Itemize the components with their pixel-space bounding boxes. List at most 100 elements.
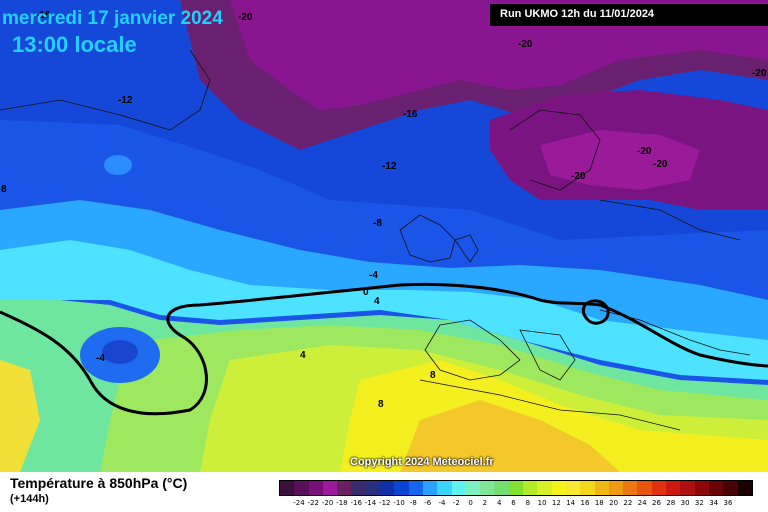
legend-tick-label: -8 (409, 499, 417, 507)
legend-tick-label: 2 (482, 499, 488, 507)
temp-zone-greenland-spot (104, 155, 132, 175)
isotherm-label-m20: -20 (752, 68, 767, 79)
isotherm-label-m16: -16 (403, 109, 418, 120)
legend-tick-label: -2 (452, 499, 460, 507)
legend-tick-label: -16 (350, 499, 362, 507)
isotherm-label-p4: 4 (300, 350, 306, 361)
coastlines (0, 49, 751, 431)
legend-tick-label: 12 (551, 499, 561, 507)
run-info-label: Run UKMO 12h du 11/01/2024 (500, 8, 655, 20)
legend-swatch (737, 481, 752, 495)
zero-isotherm-line (0, 282, 768, 416)
legend-swatch (637, 481, 652, 495)
legend-swatch (294, 481, 309, 495)
legend-tick-label: 22 (623, 499, 633, 507)
legend-swatch (337, 481, 352, 495)
legend-tick-label: 10 (537, 499, 547, 507)
legend-swatch (365, 481, 381, 495)
legend-swatch (565, 481, 581, 495)
legend-tick-label: 16 (580, 499, 590, 507)
legend-tick-label: 36 (723, 499, 733, 507)
legend-swatch (651, 481, 667, 495)
forecast-date: mercredi 17 janvier 2024 (2, 8, 223, 29)
legend-tick-label: 24 (637, 499, 647, 507)
legend-tick-label: 32 (694, 499, 704, 507)
forecast-time: 13:00 locale (12, 32, 137, 57)
legend-swatch (551, 481, 566, 495)
legend-swatch (480, 481, 495, 495)
legend-tick-label: 20 (609, 499, 619, 507)
legend-swatch (322, 481, 338, 495)
isotherm-label-m4: -4 (369, 270, 378, 281)
temp-zone-scandinavia-deep (540, 130, 700, 190)
temp-zone-cyan-light (0, 240, 768, 380)
legend-tick-label: -10 (393, 499, 405, 507)
legend-tick-label: -24 (293, 499, 305, 507)
legend-swatch (408, 481, 423, 495)
isotherm-labels: -20 -20 -20 -20 -20 -20 -16 -16 -12 -12 … (1, 10, 767, 410)
legend-tick-label: 0 (468, 499, 473, 507)
legend-swatch (580, 481, 595, 495)
legend-tick-label: 30 (680, 499, 690, 507)
legend-tick-label: -14 (364, 499, 377, 507)
legend-swatch (508, 481, 524, 495)
legend-tick-label: -12 (379, 499, 391, 507)
color-legend (279, 480, 753, 496)
legend-swatch (623, 481, 638, 495)
temp-zone-arctic-deep (230, 0, 768, 110)
legend-swatch (523, 481, 538, 495)
legend-tick-label: 14 (566, 499, 576, 507)
color-legend-ticks: -24 -22 -20 -18 -16 -14 -12 -10 -8 -6 -4 -2 0 2 4 6 8 10 1… (279, 499, 751, 509)
isotherm-label-p8: 8 (430, 370, 436, 381)
legend-swatch (537, 481, 552, 495)
legend-tick-label: -20 (321, 499, 334, 507)
isotherm-label-m12: -12 (118, 95, 133, 106)
legend-swatch (451, 481, 466, 495)
alps-isotherm-loop (581, 299, 610, 325)
isotherm-label-m8-edge: 8 (1, 184, 7, 195)
isotherm-label-zero: 0 (363, 287, 369, 298)
isotherm-label-m16: -16 (36, 10, 51, 21)
run-info-box: Run UKMO 12h du 11/01/2024 (490, 4, 768, 26)
isotherm-label-p8: 8 (378, 399, 384, 410)
legend-tick-label: 34 (709, 499, 719, 507)
temperature-map: -20 -20 -20 -20 -20 -20 -16 -16 -12 -12 … (0, 0, 768, 472)
legend-tick-label: 4 (496, 499, 502, 507)
isotherm-label-m4: -4 (96, 353, 105, 364)
legend-swatch (394, 481, 409, 495)
forecast-lead-time: (+144h) (10, 493, 49, 505)
temp-zone-orange (400, 400, 620, 472)
legend-swatch (680, 481, 695, 495)
isotherm-label-m20: -20 (238, 12, 253, 23)
legend-swatch (308, 481, 323, 495)
isotherm-label-m20: -20 (653, 159, 668, 170)
legend-swatch (437, 481, 452, 495)
legend-swatch (380, 481, 395, 495)
legend-tick-label: -4 (438, 499, 446, 507)
legend-tick-label: 8 (525, 499, 531, 507)
legend-swatch (723, 481, 738, 495)
legend-tick-label: 6 (511, 499, 516, 507)
isotherm-label-m20: -20 (518, 39, 533, 50)
copyright-notice: Copyright 2024 Meteociel.fr (350, 456, 494, 468)
isotherm-label-m20: -20 (571, 171, 586, 182)
isotherm-label-m12: -12 (382, 161, 397, 172)
legend-swatch (666, 481, 681, 495)
legend-tick-label: -18 (336, 499, 348, 507)
legend-swatch (280, 481, 295, 495)
isotherm-label-m20: -20 (637, 146, 652, 157)
legend-swatch (694, 481, 709, 495)
legend-tick-label: -22 (307, 499, 320, 507)
legend-swatch (494, 481, 509, 495)
legend-swatch (351, 481, 366, 495)
isotherm-label-p4: 4 (374, 296, 380, 307)
legend-swatch (594, 481, 609, 495)
temp-zone-southwest-yellow (0, 360, 40, 472)
legend-swatch (708, 481, 724, 495)
legend-swatch (422, 481, 438, 495)
legend-swatch (608, 481, 624, 495)
temp-zone-cold-pool-core (102, 340, 138, 364)
legend-tick-label: 18 (594, 499, 604, 507)
legend-tick-label: 28 (666, 499, 676, 507)
